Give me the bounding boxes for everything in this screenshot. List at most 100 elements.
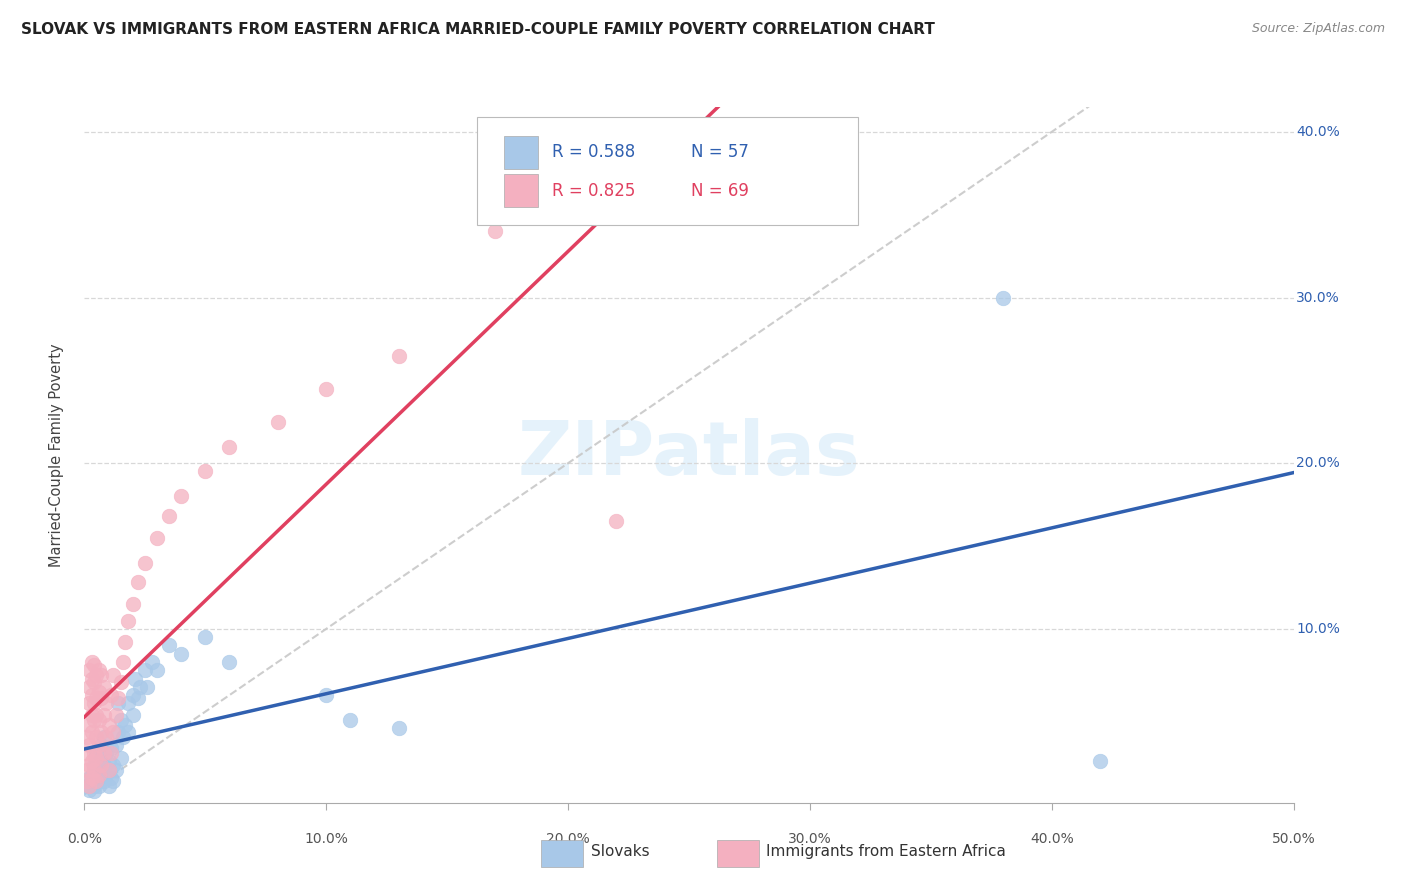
Point <box>83 757 105 772</box>
Point <box>388 349 411 363</box>
Text: 10.0%: 10.0% <box>1296 622 1340 636</box>
Text: R = 0.825: R = 0.825 <box>553 182 636 200</box>
Point <box>80 708 103 723</box>
Point <box>83 763 105 777</box>
Point <box>124 672 146 686</box>
Text: N = 69: N = 69 <box>692 182 749 200</box>
Point <box>94 730 117 744</box>
Point <box>484 224 506 238</box>
Point <box>170 647 193 661</box>
Text: 40.0%: 40.0% <box>1029 832 1074 846</box>
Point <box>80 771 103 785</box>
Point <box>1088 755 1111 769</box>
Text: 10.0%: 10.0% <box>304 832 349 846</box>
Point <box>86 668 108 682</box>
Text: 50.0%: 50.0% <box>1271 832 1316 846</box>
Point <box>93 708 115 723</box>
Point <box>267 415 290 429</box>
Point <box>218 440 240 454</box>
Point <box>80 774 103 789</box>
Point <box>117 614 139 628</box>
Text: ZIPatlas: ZIPatlas <box>517 418 860 491</box>
Point <box>80 767 103 781</box>
Point <box>121 688 143 702</box>
Point <box>146 531 169 545</box>
Point <box>76 746 98 760</box>
Point <box>107 691 129 706</box>
Point <box>97 763 120 777</box>
Point <box>77 779 100 793</box>
Point <box>90 767 112 781</box>
Point <box>100 771 122 785</box>
Point <box>157 639 180 653</box>
Point <box>100 741 122 756</box>
Y-axis label: Married-Couple Family Poverty: Married-Couple Family Poverty <box>49 343 63 566</box>
Point <box>121 708 143 723</box>
Point <box>77 697 100 711</box>
Point <box>76 774 98 789</box>
Point <box>107 697 129 711</box>
Point <box>76 730 98 744</box>
Point <box>121 597 143 611</box>
Text: R = 0.588: R = 0.588 <box>553 144 636 161</box>
Point <box>94 697 117 711</box>
Point <box>93 757 115 772</box>
Point <box>170 489 193 503</box>
Point <box>134 556 156 570</box>
Point <box>90 757 112 772</box>
Point <box>77 718 100 732</box>
Point <box>77 771 100 785</box>
Point <box>86 774 108 789</box>
Point <box>83 779 105 793</box>
Point <box>80 655 103 669</box>
Point <box>87 738 110 752</box>
Point <box>315 382 337 396</box>
Point <box>97 755 120 769</box>
FancyBboxPatch shape <box>478 118 858 226</box>
Text: N = 57: N = 57 <box>692 144 749 161</box>
Point <box>97 763 120 777</box>
Point <box>194 465 217 479</box>
Point <box>76 763 98 777</box>
Text: 30.0%: 30.0% <box>1296 291 1340 304</box>
Point <box>104 708 127 723</box>
Point <box>94 746 117 760</box>
Point <box>104 738 127 752</box>
Point <box>104 763 127 777</box>
Point <box>107 724 129 739</box>
Point <box>605 514 627 528</box>
Point <box>83 697 105 711</box>
Point <box>112 730 135 744</box>
Point <box>86 691 108 706</box>
Point <box>127 691 149 706</box>
Point <box>117 724 139 739</box>
Text: 20.0%: 20.0% <box>546 832 591 846</box>
Point <box>87 779 110 793</box>
Point <box>218 655 240 669</box>
Point <box>100 746 122 760</box>
Point <box>76 779 98 793</box>
Point <box>93 774 115 789</box>
Point <box>80 688 103 702</box>
Point <box>77 663 100 677</box>
Point <box>94 767 117 781</box>
Point <box>103 668 125 682</box>
Point <box>86 708 108 723</box>
Text: Immigrants from Eastern Africa: Immigrants from Eastern Africa <box>766 845 1007 859</box>
Point <box>86 751 108 765</box>
Point <box>100 688 122 702</box>
Point <box>83 784 105 798</box>
Point <box>80 724 103 739</box>
Point <box>127 575 149 590</box>
Point <box>87 685 110 699</box>
Point <box>110 751 132 765</box>
Text: 20.0%: 20.0% <box>1296 456 1340 470</box>
Point <box>77 738 100 752</box>
Point <box>90 724 112 739</box>
FancyBboxPatch shape <box>503 136 538 169</box>
Text: Source: ZipAtlas.com: Source: ZipAtlas.com <box>1251 22 1385 36</box>
Point <box>129 680 152 694</box>
Point <box>86 746 108 760</box>
Point <box>388 721 411 735</box>
Point <box>110 713 132 727</box>
